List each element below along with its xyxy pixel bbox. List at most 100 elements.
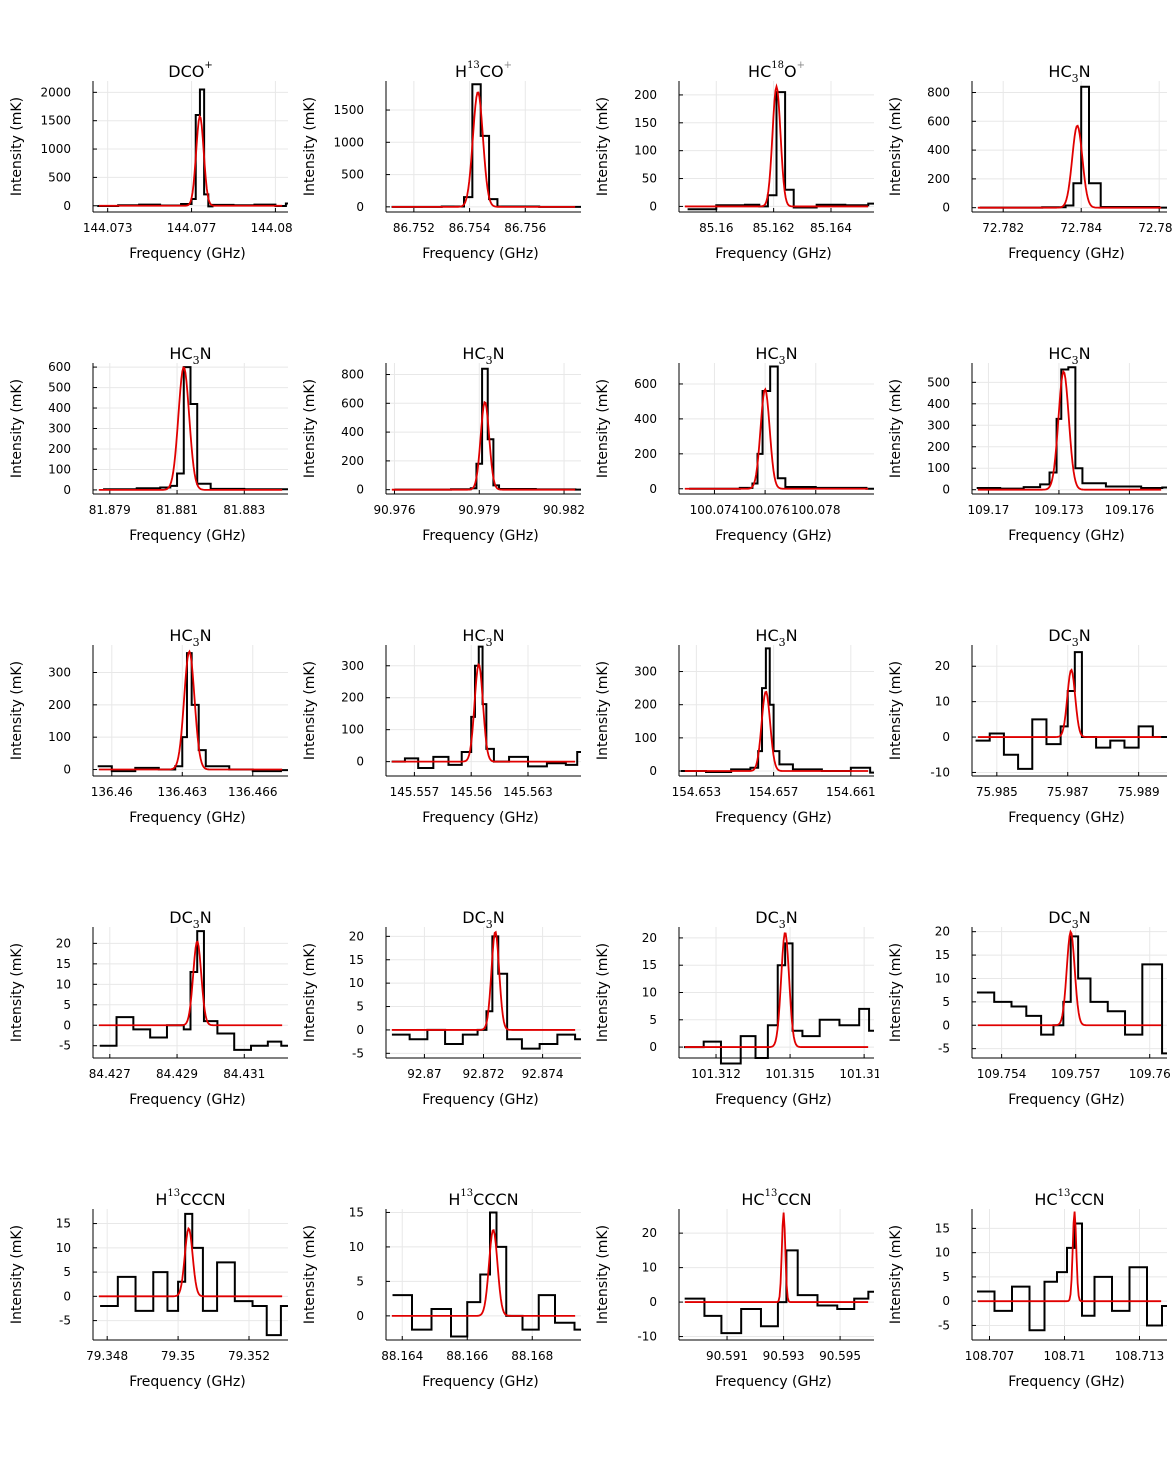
- x-tick-label: 88.168: [511, 1349, 553, 1363]
- title-part: HC: [462, 344, 485, 363]
- title-part: O: [784, 62, 797, 81]
- spectrum-panel: 0 200 400 600 800 90.976 90.979 90.982 Frequency…: [293, 282, 586, 564]
- y-tick-label: 10: [642, 1261, 657, 1275]
- gaussian-fit-line: [98, 940, 283, 1027]
- spectrum-panel: -5 0 5 10 15 20 109.754 109.757 109.76 Frequency …: [879, 846, 1172, 1128]
- y-tick-label: 5: [356, 1274, 364, 1288]
- title-part: CCCN: [473, 1190, 518, 1209]
- x-tick-label: 145.557: [390, 785, 440, 799]
- y-tick-label: 0: [649, 482, 657, 496]
- x-axis-label: Frequency (GHz): [1008, 810, 1124, 826]
- spectrum-chart: -5 0 5 10 15 108.707 108.71 108.713 Frequency (G…: [888, 1188, 1167, 1390]
- y-tick-label: 15: [935, 1221, 950, 1235]
- y-tick-label: 0: [356, 1023, 364, 1037]
- chart-title: DCO+: [168, 60, 212, 81]
- y-tick-label: 15: [56, 957, 71, 971]
- y-axis-label: Intensity (mK): [9, 379, 25, 478]
- x-tick-label: 88.166: [446, 1349, 488, 1363]
- x-tick-label: 109.754: [977, 1067, 1027, 1081]
- chart-title: DC3N: [1048, 626, 1090, 649]
- x-axis-label: Frequency (GHz): [129, 1374, 245, 1390]
- x-axis-label: Frequency (GHz): [422, 810, 538, 826]
- x-tick-label: 72.786: [1138, 221, 1172, 235]
- x-tick-label: 136.46: [91, 785, 133, 799]
- y-axis-label: Intensity (mK): [595, 1225, 611, 1324]
- y-tick-label: 0: [63, 1018, 71, 1032]
- y-tick-label: 0: [942, 1294, 950, 1308]
- spectrum-panel: 0 100 200 300 145.557 145.56 145.563 Frequency …: [293, 564, 586, 846]
- title-part: 3: [1072, 636, 1079, 649]
- spectrum-chart: 0 5 10 15 88.164 88.166 88.168 Frequency (GHz) I…: [302, 1188, 581, 1390]
- gaussian-fit-line: [977, 369, 1162, 491]
- chart-title: HC3N: [1048, 344, 1090, 367]
- title-part: +: [797, 60, 805, 71]
- title-part: HC: [748, 62, 771, 81]
- y-axis-label: Intensity (mK): [888, 97, 904, 196]
- y-tick-label: 500: [48, 170, 71, 184]
- title-part: 3: [193, 636, 200, 649]
- observed-spectrum-line: [391, 935, 581, 1050]
- y-tick-label: 1500: [333, 103, 364, 117]
- title-part: 3: [193, 918, 200, 931]
- spectrum-panel: -10 0 10 20 90.591 90.593 90.595 Frequency (GHz…: [586, 1128, 879, 1410]
- title-part: +: [504, 60, 512, 71]
- gaussian-fit-line: [98, 366, 283, 491]
- y-tick-label: 0: [649, 1040, 657, 1054]
- chart-title: H13CCCN: [155, 1188, 225, 1209]
- spectrum-panel: 0 100 200 300 136.46 136.463 136.466 Frequency …: [0, 564, 293, 846]
- title-part: N: [1079, 908, 1091, 927]
- y-axis-label: Intensity (mK): [302, 661, 318, 760]
- title-part: 3: [779, 636, 786, 649]
- y-tick-label: 100: [48, 730, 71, 744]
- y-tick-label: 100: [48, 462, 71, 476]
- y-axis-label: Intensity (mK): [888, 1225, 904, 1324]
- gaussian-fit-line: [391, 930, 576, 1031]
- chart-title: HC3N: [169, 344, 211, 367]
- y-tick-label: 20: [642, 931, 657, 945]
- x-tick-label: 90.982: [543, 503, 585, 517]
- gaussian-fit-line: [391, 662, 576, 763]
- spectrum-chart: 0 100 200 300 400 500 600 81.879 81.881 81.883 Fre…: [9, 344, 288, 544]
- y-tick-label: 0: [356, 483, 364, 497]
- x-tick-label: 85.16: [699, 221, 733, 235]
- title-part: CO: [480, 62, 504, 81]
- x-tick-label: 101.312: [691, 1067, 741, 1081]
- x-tick-label: 86.756: [504, 221, 546, 235]
- x-tick-label: 72.784: [1060, 221, 1102, 235]
- x-tick-label: 81.883: [223, 503, 265, 517]
- observed-spectrum-line: [975, 651, 1167, 770]
- y-tick-label: 15: [349, 953, 364, 967]
- y-tick-label: 0: [649, 199, 657, 213]
- y-tick-label: 5: [942, 995, 950, 1009]
- x-tick-label: 90.591: [706, 1349, 748, 1363]
- title-part: H: [448, 1190, 460, 1209]
- title-part: N: [200, 626, 212, 645]
- title-part: CCN: [777, 1190, 811, 1209]
- x-axis-label: Frequency (GHz): [129, 810, 245, 826]
- title-part: 3: [486, 354, 493, 367]
- title-part: 13: [460, 1188, 473, 1199]
- spectrum-chart: -5 0 5 10 15 20 92.87 92.872 92.874 Frequency (GH…: [302, 908, 581, 1108]
- x-tick-label: 92.872: [463, 1067, 505, 1081]
- y-tick-label: 800: [341, 368, 364, 382]
- y-tick-label: 0: [63, 199, 71, 213]
- title-part: 13: [467, 60, 480, 71]
- gaussian-fit-line: [391, 1228, 576, 1317]
- y-axis-label: Intensity (mK): [9, 661, 25, 760]
- x-axis-label: Frequency (GHz): [422, 1374, 538, 1390]
- y-axis-label: Intensity (mK): [302, 1225, 318, 1324]
- chart-title: DC3N: [169, 908, 211, 931]
- gaussian-fit-line: [98, 114, 283, 207]
- y-tick-label: 0: [356, 1309, 364, 1323]
- title-part: N: [493, 626, 505, 645]
- y-tick-label: 15: [642, 958, 657, 972]
- x-tick-label: 108.713: [1115, 1349, 1165, 1363]
- y-tick-label: 300: [341, 659, 364, 673]
- y-tick-label: 100: [341, 723, 364, 737]
- y-tick-label: 0: [649, 1295, 657, 1309]
- y-tick-label: 800: [927, 86, 950, 100]
- y-tick-label: 200: [634, 447, 657, 461]
- spectrum-chart: 0 500 1000 1500 86.752 86.754 86.756 Frequency …: [302, 60, 581, 262]
- spectrum-panel: 0 100 200 300 154.653 154.657 154.661 Frequency…: [586, 564, 879, 846]
- spectrum-chart: -5 0 5 10 15 79.348 79.35 79.352 Frequency (GHz)…: [9, 1188, 288, 1390]
